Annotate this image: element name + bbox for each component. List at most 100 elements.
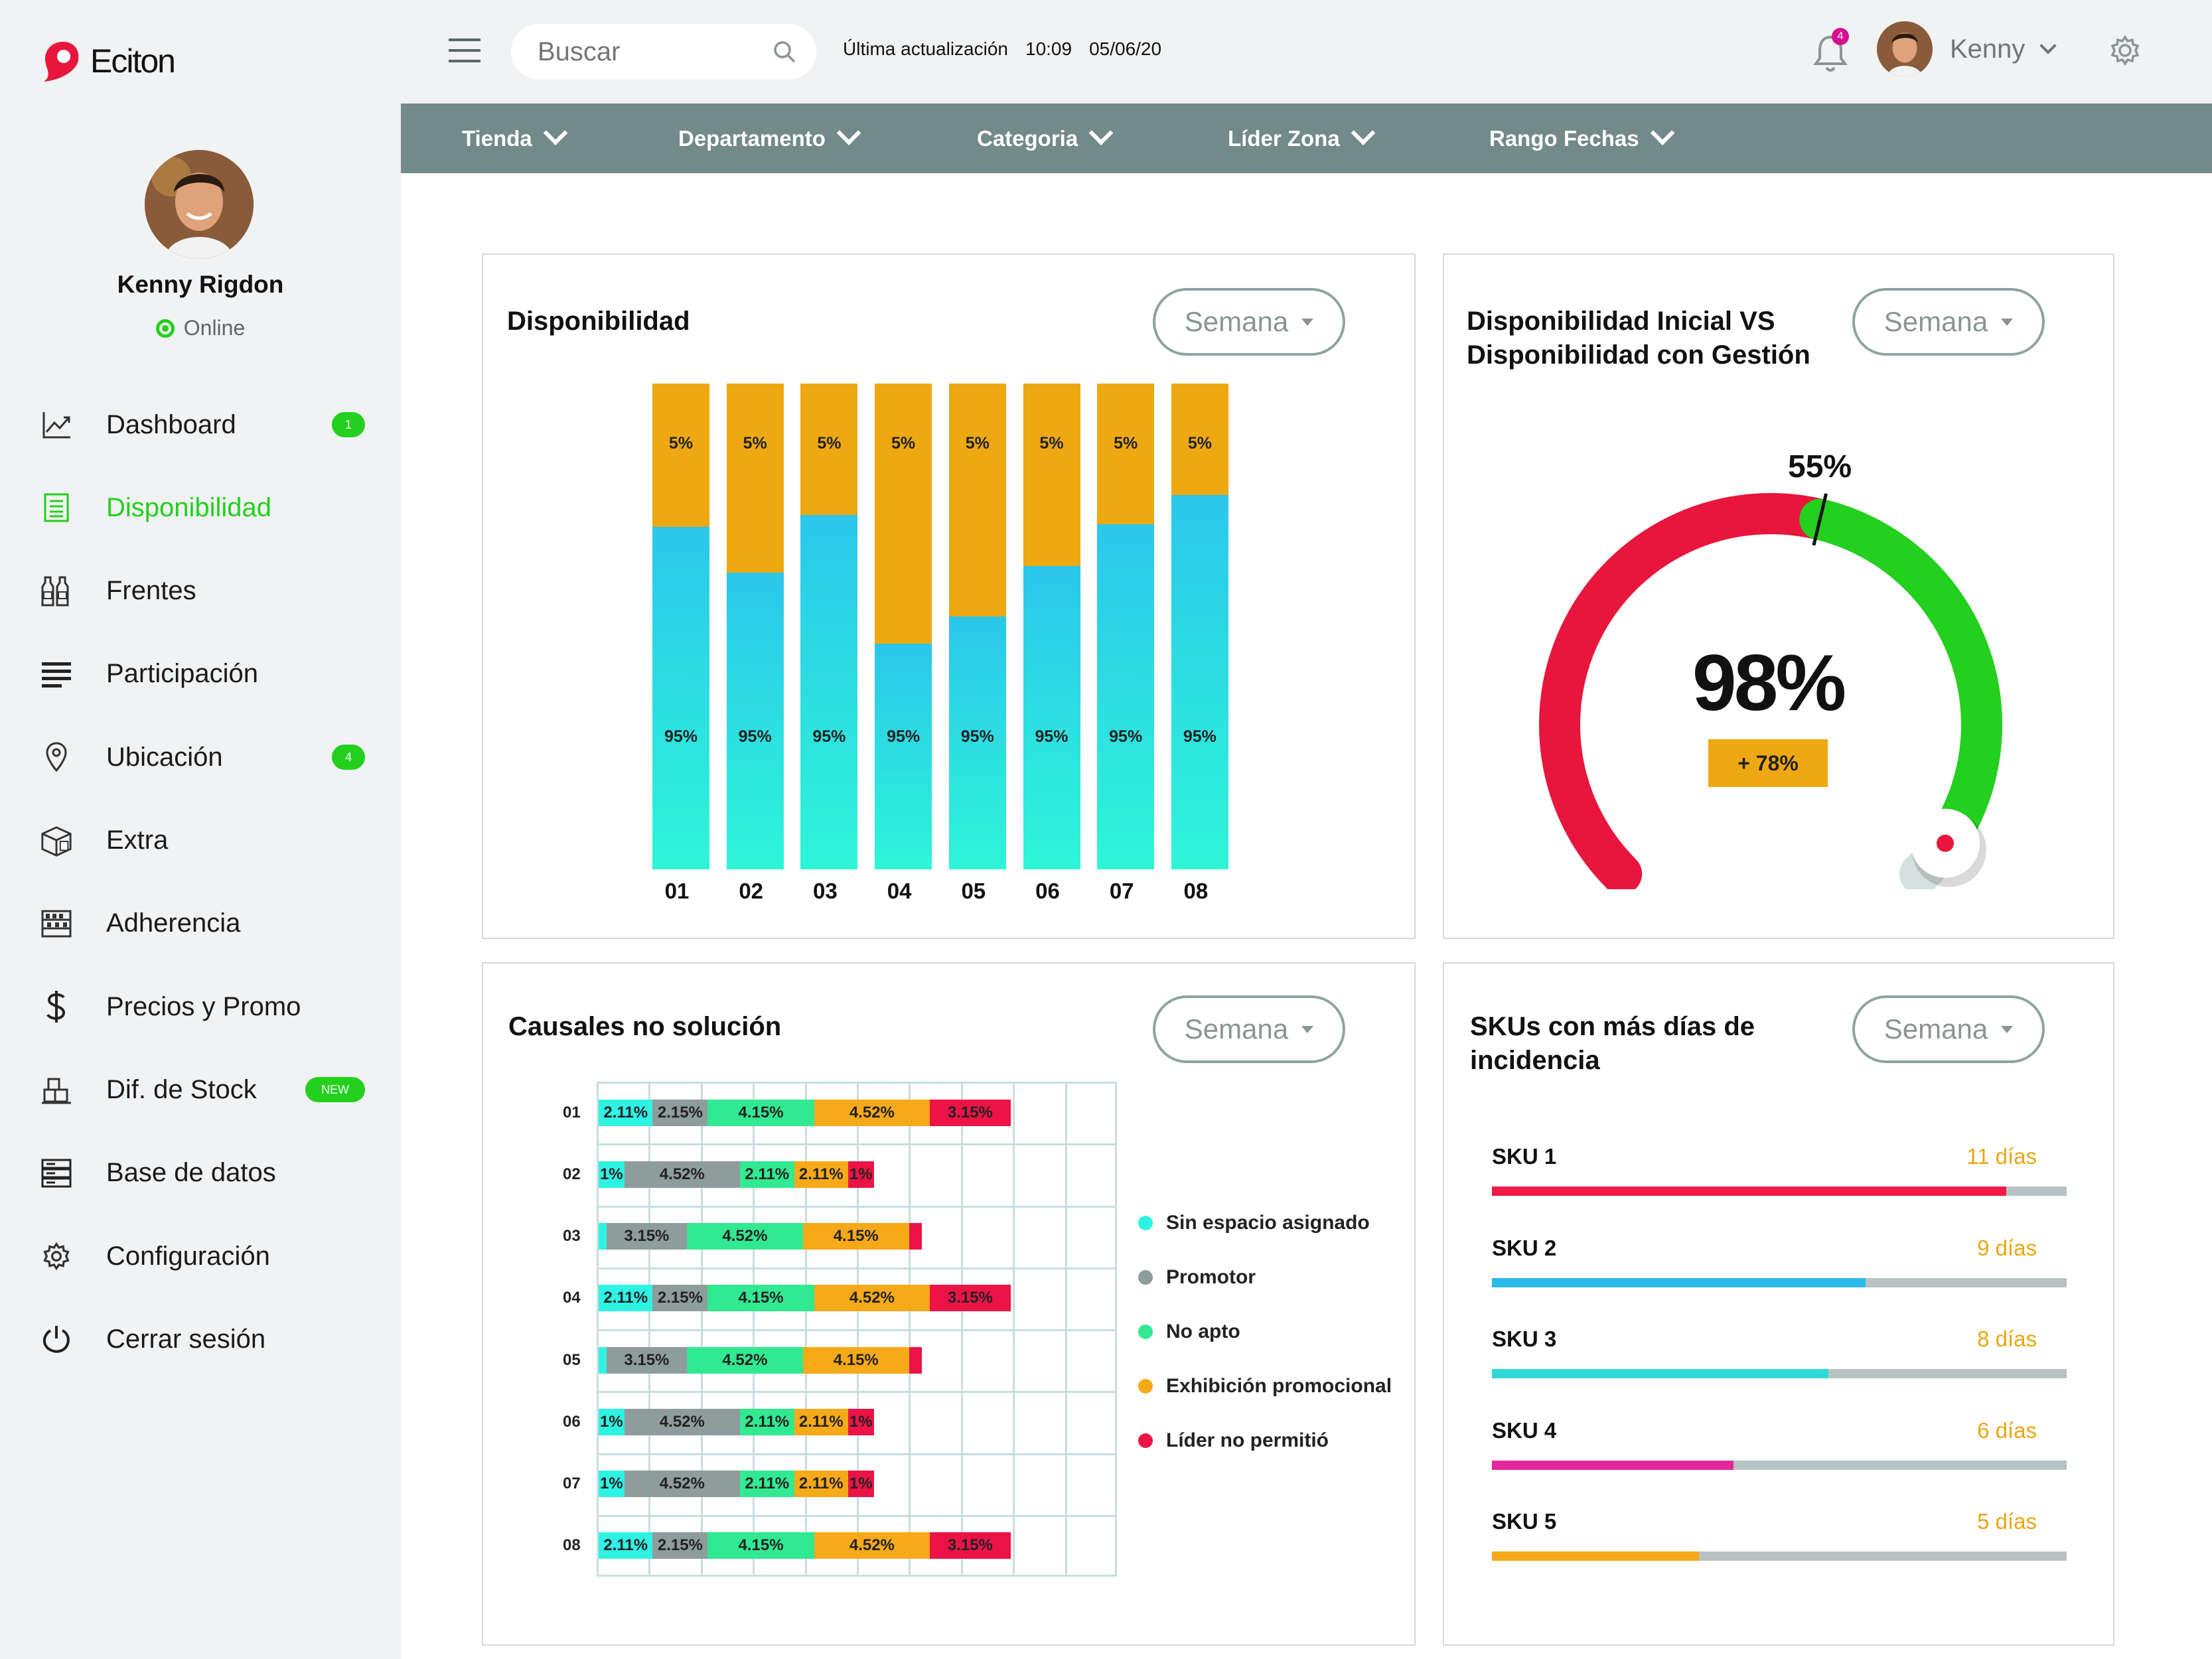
sidebar-item-disponibilidad[interactable]: Disponibilidad [40,481,372,534]
hbar-segment[interactable]: 2.11% [740,1408,794,1435]
bar-upper-segment[interactable] [1171,384,1228,496]
bar-lower-segment[interactable] [1023,565,1080,869]
hbar-segment[interactable] [599,1346,607,1374]
sidebar-item-dashboard[interactable]: Dashboard 1 [40,398,372,451]
hbar-segment[interactable]: 4.52% [814,1285,930,1312]
bar-upper-segment[interactable] [800,384,858,515]
hbar-segment[interactable]: 4.15% [707,1285,814,1312]
sidebar-item-label: Cerrar sesión [106,1324,266,1354]
hbar-segment[interactable]: 1% [848,1408,874,1435]
gear-icon[interactable] [2109,35,2141,66]
availability-period-dropdown[interactable]: Semana [1153,288,1345,356]
sidebar-item-frentes[interactable]: Frentes [40,565,372,618]
caret-down-icon [2001,318,2014,326]
sku-name: SKU 1 [1492,1144,1557,1169]
bar-upper-segment[interactable] [1023,384,1080,566]
hbar-segment[interactable]: 2.11% [794,1408,848,1435]
sidebar-item-extra[interactable]: Extra [40,814,372,867]
sidebar-item-cerrar-sesión[interactable]: Cerrar sesión [40,1313,372,1366]
hbar-segment[interactable] [909,1346,922,1374]
search-box[interactable] [511,24,816,80]
bar-upper-segment[interactable] [652,384,709,527]
hbar-segment[interactable]: 4.15% [707,1099,814,1126]
legend-item: No apto [1138,1321,1240,1343]
bar-lower-segment[interactable] [875,643,932,869]
hbar-segment[interactable] [599,1223,607,1250]
x-tick-label: 04 [887,879,912,903]
brand-logo[interactable]: Eciton [40,35,176,88]
hbar-segment[interactable]: 4.15% [802,1346,909,1374]
filter-tienda[interactable]: Tienda [462,104,568,173]
hbar-segment[interactable]: 1% [599,1408,625,1435]
sidebar-item-ubicación[interactable]: Ubicación 4 [40,731,372,784]
search-input[interactable] [538,36,750,67]
hbar-segment[interactable]: 4.52% [624,1408,741,1435]
bar-upper-segment[interactable] [726,384,784,573]
filter-líder-zona[interactable]: Líder Zona [1228,104,1376,173]
hbar-segment[interactable]: 2.15% [652,1532,708,1559]
hbar-segment[interactable]: 1% [599,1161,625,1188]
hbar-segment[interactable]: 3.15% [930,1099,1011,1126]
sidebar-item-configuración[interactable]: Configuración [40,1230,372,1283]
notifications-button[interactable]: 4 [1808,27,1854,73]
dollar-icon [40,990,73,1023]
bar-lower-segment[interactable] [948,616,1006,869]
hbar-segment[interactable]: 1% [848,1161,874,1188]
online-status: Online [0,316,401,340]
causes-period-dropdown[interactable]: Semana [1153,995,1345,1063]
hbar-segment[interactable]: 2.11% [740,1161,794,1188]
hbar-segment[interactable]: 2.11% [599,1099,653,1126]
hbar-segment[interactable]: 4.52% [814,1099,930,1126]
grid-line-horizontal [597,1514,1117,1517]
hbar-segment[interactable]: 4.52% [687,1223,803,1250]
bar-lower-segment[interactable] [800,514,858,869]
search-icon[interactable] [771,38,798,65]
hbar-segment[interactable]: 3.15% [930,1285,1011,1312]
hbar-segment[interactable]: 3.15% [606,1346,688,1374]
hbar-segment[interactable]: 1% [599,1471,625,1498]
hbar-segment[interactable]: 4.52% [814,1532,930,1559]
profile-avatar[interactable] [145,150,254,259]
shelf-icon [40,907,73,940]
bar-lower-segment[interactable] [1097,524,1155,869]
legend-dot-icon [1138,1379,1153,1394]
hbar-segment[interactable]: 2.11% [599,1285,653,1312]
chevron-down-icon [836,120,861,145]
menu-icon[interactable] [449,38,480,62]
user-menu[interactable]: Kenny [1877,21,2057,77]
sidebar-item-adherencia[interactable]: Adherencia [40,897,372,950]
hbar-segment[interactable]: 3.15% [930,1532,1011,1559]
sidebar-item-base-de-datos[interactable]: Base de datos [40,1147,372,1200]
sidebar-item-participación[interactable]: Participación [40,648,372,701]
sidebar-item-badge: 4 [332,745,365,770]
hbar-segment[interactable]: 2.11% [794,1471,848,1498]
skus-period-dropdown[interactable]: Semana [1852,995,2045,1063]
filter-departamento[interactable]: Departamento [678,104,861,173]
filter-categoria[interactable]: Categoria [977,104,1114,173]
gauge-period-dropdown[interactable]: Semana [1852,288,2045,356]
sku-name: SKU 4 [1492,1417,1557,1443]
sidebar-item-precios-y-promo[interactable]: Precios y Promo [40,980,372,1033]
hbar-segment[interactable]: 4.52% [687,1346,803,1374]
bar-lower-segment[interactable] [726,573,784,869]
bar-lower-segment[interactable] [652,526,709,869]
hbar-segment[interactable]: 4.52% [624,1471,741,1498]
hbar-segment[interactable]: 4.52% [624,1161,741,1188]
hbar-segment[interactable]: 2.15% [652,1285,708,1312]
hbar-segment[interactable]: 4.15% [707,1532,814,1559]
hbar-segment[interactable]: 2.15% [652,1099,708,1126]
hbar-segment[interactable]: 4.15% [802,1223,909,1250]
bar-upper-segment[interactable] [875,384,932,644]
hbar-segment[interactable]: 1% [848,1471,874,1498]
bar-upper-segment[interactable] [948,384,1006,617]
grid-line-horizontal [597,1267,1117,1269]
hbar-segment[interactable]: 2.11% [740,1471,794,1498]
hbar-segment[interactable]: 2.11% [599,1532,653,1559]
filter-rango-fechas[interactable]: Rango Fechas [1489,104,1674,173]
hbar-segment[interactable]: 2.11% [794,1161,848,1188]
bar-lower-segment[interactable] [1171,495,1228,869]
hbar-segment[interactable]: 3.15% [606,1223,688,1250]
bar-upper-segment[interactable] [1097,384,1155,525]
hbar-segment[interactable] [909,1223,922,1250]
sidebar-item-dif-de-stock[interactable]: Dif. de Stock NEW [40,1063,372,1116]
